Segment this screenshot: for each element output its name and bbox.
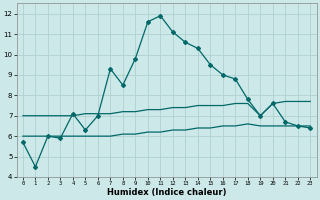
X-axis label: Humidex (Indice chaleur): Humidex (Indice chaleur) (107, 188, 226, 197)
